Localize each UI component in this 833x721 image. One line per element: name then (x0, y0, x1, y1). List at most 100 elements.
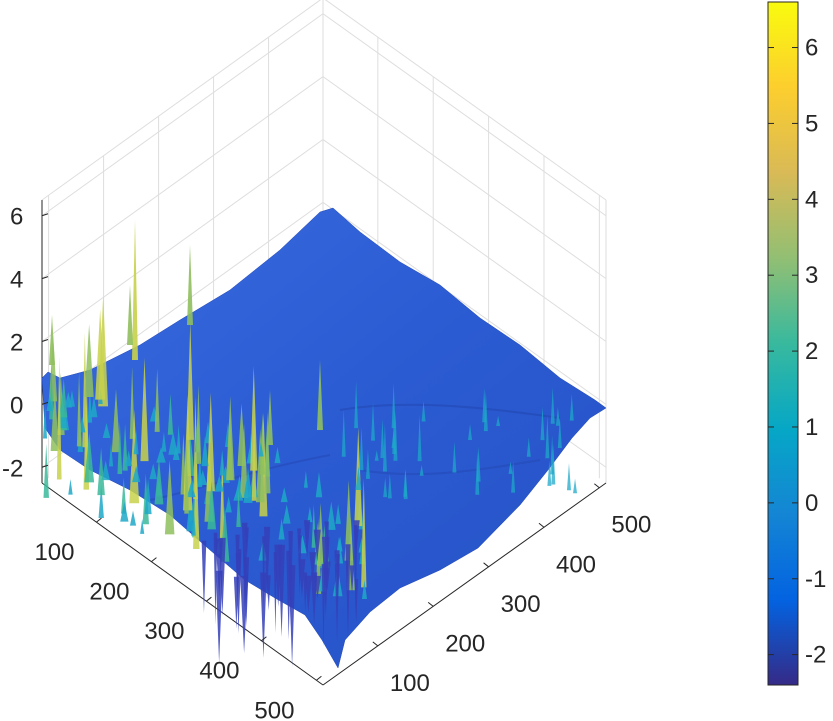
surface-spike (168, 431, 178, 455)
z-tick-mark (41, 213, 49, 217)
surface-spike (120, 501, 129, 522)
surface-spike (243, 467, 253, 503)
surface-spike (316, 503, 325, 567)
surface-spike-down (235, 534, 240, 589)
surface-spike (95, 309, 106, 400)
surface-spike-down (297, 528, 302, 551)
y-tick-mark (261, 636, 267, 642)
surface-spike (133, 430, 139, 455)
surface-spike (125, 450, 133, 467)
surface-spike (98, 484, 104, 518)
x-tick-mark (483, 562, 489, 568)
surface-spike (68, 479, 73, 495)
surface-spike (108, 442, 114, 467)
surface-spike (417, 414, 422, 462)
surface-spike (167, 393, 174, 435)
surface-spike (335, 503, 341, 524)
surface-spike (371, 403, 376, 441)
surface-spike (186, 321, 194, 440)
surface-spike (187, 245, 193, 325)
surface-spike (87, 388, 93, 423)
surface-spike (483, 391, 488, 432)
surface-spike (186, 482, 196, 498)
colorbar-tick-label: -2 (805, 642, 826, 669)
surface-spike-down (242, 522, 248, 612)
surface-spike (569, 393, 574, 421)
surface-spike (511, 461, 516, 493)
surface-spike (303, 470, 308, 488)
y-tick-mark (206, 596, 212, 602)
surface-spike (545, 415, 550, 459)
surface-spike (365, 449, 370, 479)
surface-spike (60, 378, 68, 418)
surface-ridge (359, 459, 541, 476)
surface-spike (64, 391, 73, 408)
surface-spike-down (334, 550, 340, 643)
surface-spikes (43, 220, 578, 667)
surface-spike (122, 423, 128, 471)
surface-spike (393, 411, 398, 461)
colorbar-gradient (768, 2, 798, 685)
surface-spike (237, 403, 246, 466)
surface-spike (387, 473, 392, 499)
y-axis-ticks: 100 200 300 400 500 (34, 517, 322, 721)
surface-spike (195, 384, 202, 464)
surface-spike (161, 431, 167, 452)
surface-spike (274, 446, 281, 464)
surface-spike (46, 394, 53, 411)
surface-spike-down (201, 540, 207, 613)
surface-spike (341, 409, 346, 457)
surface-spike (111, 389, 121, 453)
box-top-edge (41, 0, 607, 201)
surface-spike (184, 437, 189, 514)
surface-spike (307, 506, 313, 523)
surface-spike (84, 433, 95, 483)
surface-spike-down (260, 572, 267, 658)
surface-spike (540, 406, 545, 441)
surface-spike (121, 477, 127, 514)
surface-spike (468, 424, 473, 440)
surface-spike (219, 449, 225, 476)
surface-spike (382, 423, 387, 472)
surface-spike (476, 446, 481, 482)
z-grid-line (41, 13, 607, 217)
surface-spike (154, 368, 160, 432)
surface-spike-down (262, 536, 266, 610)
surface-spike (214, 475, 224, 492)
colorbar-tick-label: 1 (805, 414, 818, 441)
surface-spike-down (345, 544, 351, 639)
surface-spike (197, 459, 203, 488)
surface-spike (156, 447, 166, 463)
surface-spike (144, 479, 152, 515)
z-tick-mark (41, 464, 49, 468)
y-axis-line (41, 482, 324, 686)
surface-spike (403, 469, 408, 500)
surface-spike (557, 417, 562, 448)
z-axis-ticks: -2 0 2 4 6 (2, 204, 49, 482)
surface-spike (258, 441, 264, 457)
surface-spike (140, 357, 149, 462)
surface-spike-down (304, 520, 311, 559)
surface-spike (508, 461, 513, 474)
surface-spike (550, 387, 555, 424)
surface-spike (282, 504, 291, 524)
surface-spike-down (313, 575, 321, 599)
z-tick-label: 2 (10, 330, 23, 357)
surface-spike (391, 383, 396, 429)
surface-spike-down (274, 544, 283, 607)
surface-spike (380, 419, 385, 459)
surface-spike-down (263, 526, 271, 600)
z-tick-label: 6 (10, 204, 23, 231)
colorbar-tick-label: 6 (805, 35, 818, 62)
x-tick-label: 100 (390, 670, 430, 697)
surface-spike (361, 579, 368, 600)
surface-ridge (339, 403, 561, 419)
y-tick-label: 300 (144, 618, 184, 645)
x-tick-mark (372, 641, 379, 647)
surface-spike-down (313, 529, 321, 562)
surface-spike (354, 381, 359, 429)
surface-spike (219, 451, 225, 542)
surface-spike (419, 464, 424, 476)
surface-spike-down (266, 575, 271, 611)
z-tick-label: -2 (2, 455, 23, 482)
